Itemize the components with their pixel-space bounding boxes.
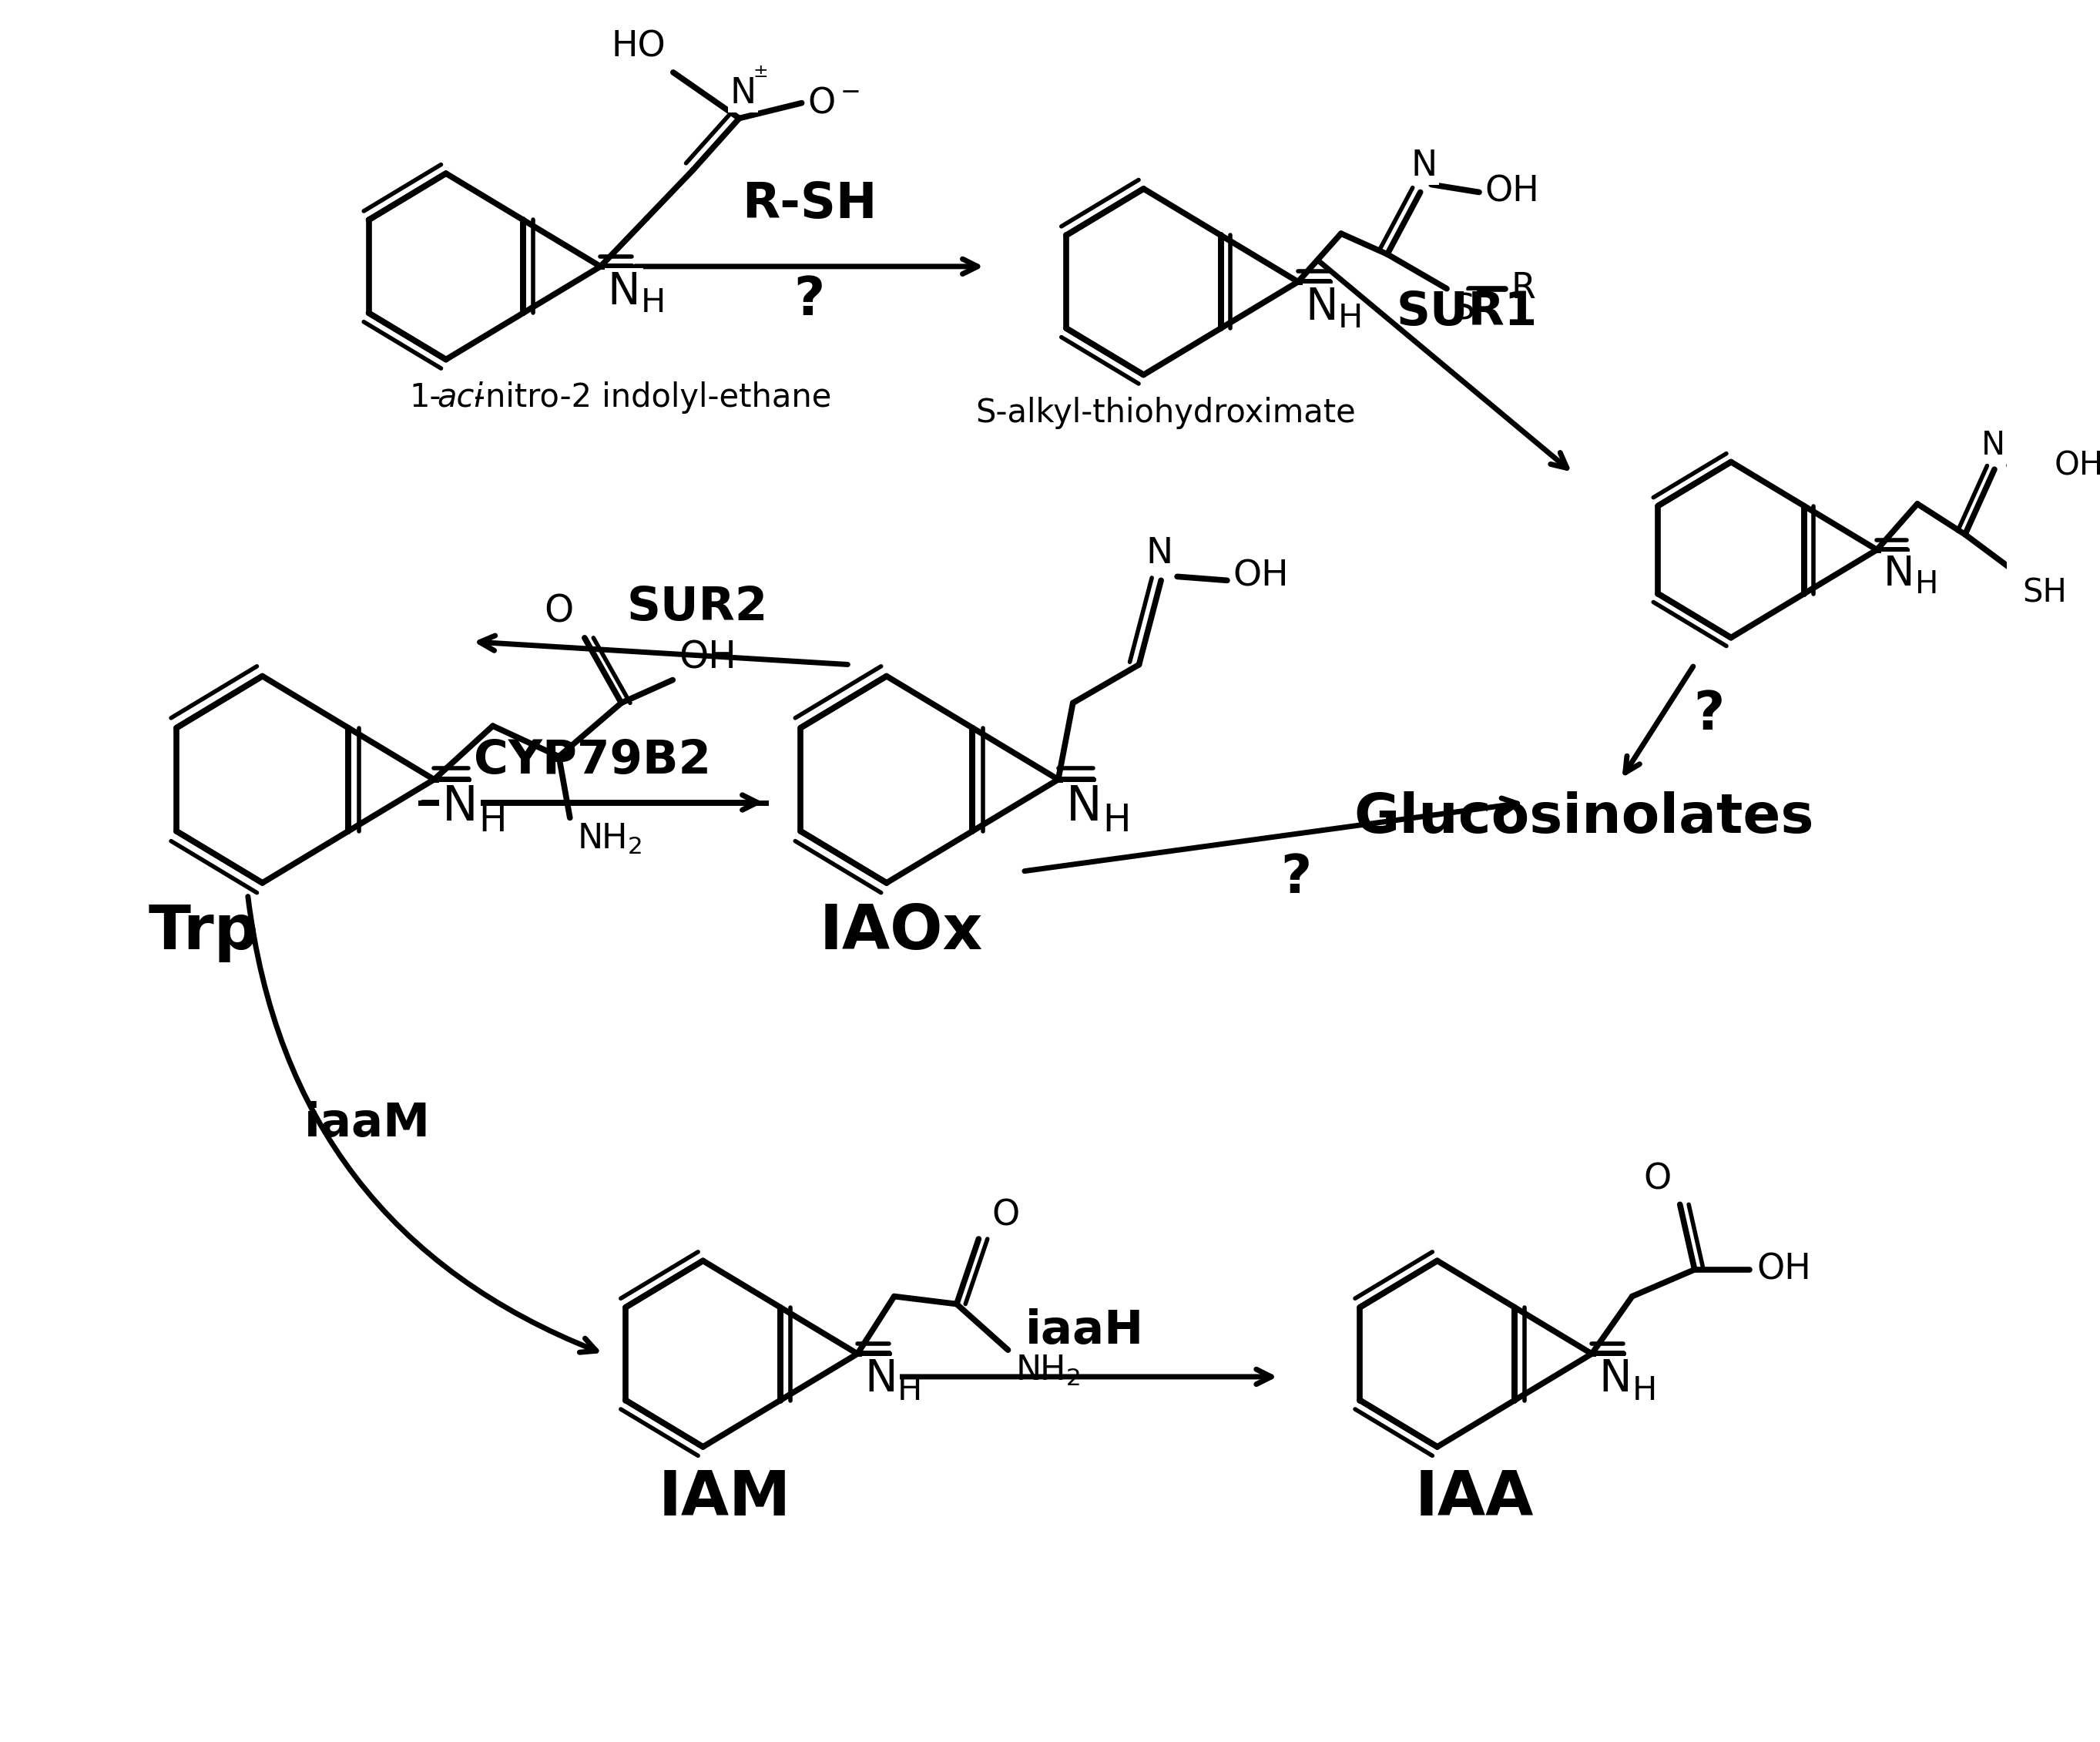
Text: iaaM: iaaM	[304, 1101, 430, 1146]
Text: iaaH: iaaH	[1025, 1308, 1144, 1354]
Text: N: N	[1067, 784, 1102, 831]
Text: Trp: Trp	[149, 902, 258, 962]
Text: R: R	[1512, 272, 1535, 307]
Text: ?: ?	[1281, 852, 1310, 904]
Text: IAOx: IAOx	[819, 902, 983, 962]
Text: IAA: IAA	[1415, 1469, 1533, 1529]
Text: NH$_2$: NH$_2$	[1016, 1354, 1079, 1388]
Text: N: N	[865, 1359, 897, 1401]
Text: O: O	[544, 594, 573, 631]
Text: H: H	[1632, 1374, 1657, 1406]
Text: N: N	[1147, 537, 1174, 571]
Text: N: N	[607, 272, 640, 314]
Text: $^{\pm}$: $^{\pm}$	[752, 66, 766, 92]
Text: N: N	[1306, 286, 1338, 329]
Text: CYP79B2: CYP79B2	[475, 739, 712, 784]
Text: N: N	[441, 784, 479, 831]
Text: H: H	[897, 1374, 922, 1406]
Text: H: H	[640, 287, 666, 319]
Text: aci: aci	[437, 381, 483, 413]
Text: N: N	[1980, 429, 2005, 462]
Text: O: O	[991, 1198, 1021, 1233]
Text: -nitro-2 indolyl-ethane: -nitro-2 indolyl-ethane	[475, 381, 832, 413]
Text: IAM: IAM	[659, 1469, 792, 1529]
Text: S-alkyl-thiohydroximate: S-alkyl-thiohydroximate	[974, 397, 1357, 429]
Text: H: H	[1915, 570, 1938, 599]
Text: N: N	[1411, 148, 1436, 183]
Text: S: S	[1453, 293, 1474, 327]
Text: NH$_2$: NH$_2$	[578, 822, 643, 855]
Text: N: N	[729, 77, 756, 111]
Text: R-SH: R-SH	[741, 181, 878, 228]
Text: HO: HO	[611, 30, 666, 64]
Text: OH: OH	[1233, 559, 1289, 594]
Text: ?: ?	[794, 273, 825, 326]
Text: Glucosinolates: Glucosinolates	[1354, 791, 1814, 845]
Text: O$^-$: O$^-$	[808, 85, 861, 120]
Text: OH: OH	[2054, 449, 2100, 483]
Text: N: N	[1884, 554, 1915, 594]
Text: OH: OH	[1485, 174, 1539, 209]
Text: SUR1: SUR1	[1396, 289, 1537, 336]
Text: H: H	[479, 803, 506, 840]
Text: 1-: 1-	[410, 381, 441, 413]
Text: ?: ?	[1693, 688, 1724, 740]
Text: H: H	[1338, 303, 1363, 334]
Text: OH: OH	[1758, 1252, 1812, 1287]
Text: N: N	[1598, 1359, 1632, 1401]
Text: O: O	[1642, 1162, 1672, 1197]
Text: SUR2: SUR2	[626, 585, 769, 631]
Text: OH: OH	[678, 639, 737, 676]
Text: H: H	[1102, 803, 1132, 840]
Text: SH: SH	[2022, 577, 2066, 610]
